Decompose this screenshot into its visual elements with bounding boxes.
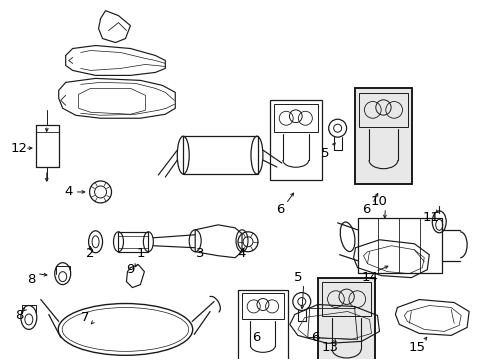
Text: 15: 15 (408, 341, 425, 354)
Text: 8: 8 (26, 273, 35, 286)
Text: 6: 6 (275, 203, 284, 216)
Text: 5: 5 (321, 147, 329, 159)
Text: 9: 9 (126, 263, 134, 276)
Bar (242, 293, 283, 319)
Text: 6: 6 (251, 331, 260, 344)
Text: 1: 1 (136, 247, 144, 260)
Text: 14: 14 (360, 271, 377, 284)
Text: 8: 8 (15, 309, 23, 322)
Text: 4: 4 (237, 247, 245, 260)
Text: 13: 13 (321, 341, 338, 354)
Text: 6: 6 (362, 203, 370, 216)
Text: 4: 4 (64, 185, 73, 198)
Text: 2: 2 (86, 247, 95, 260)
Text: 7: 7 (81, 311, 90, 324)
Text: 10: 10 (370, 195, 387, 208)
Bar (354, 88, 411, 184)
Text: 11: 11 (422, 211, 439, 224)
Bar (273, 104, 317, 132)
Bar (238, 289, 287, 360)
Bar (322, 282, 370, 316)
Text: 3: 3 (196, 247, 204, 260)
Text: 12: 12 (10, 141, 27, 155)
Text: 6: 6 (311, 331, 319, 344)
Bar (317, 278, 375, 360)
Bar (183, 136, 258, 174)
Bar (359, 93, 407, 127)
Text: 5: 5 (293, 271, 302, 284)
Bar (269, 100, 321, 180)
